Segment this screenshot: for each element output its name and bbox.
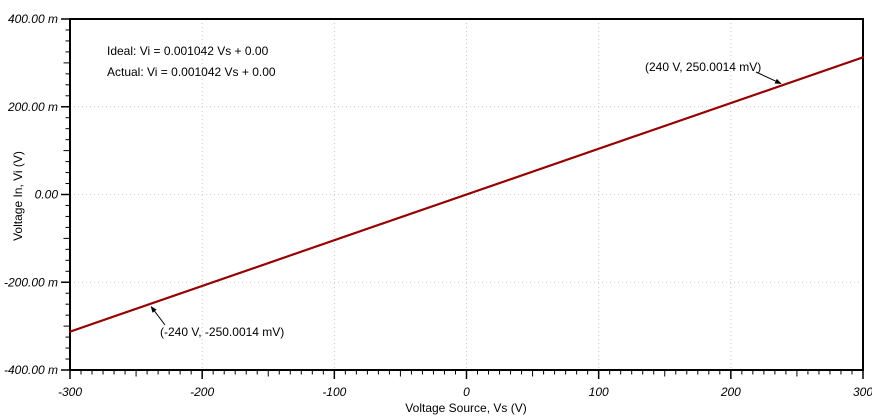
x-tick-label: 300 <box>853 385 872 399</box>
x-tick-label: -300 <box>58 385 82 399</box>
annotation-arrow <box>755 71 782 85</box>
y-axis-title: Voltage In, Vi (V) <box>11 151 25 241</box>
x-axis-title: Voltage Source, Vs (V) <box>405 401 526 415</box>
x-axis-ticks: -300 -200 -100 0 100 200 300 <box>58 371 872 399</box>
y-tick-label: -400.00 m <box>4 363 58 377</box>
ideal-equation-label: Ideal: Vi = 0.001042 Vs + 0.00 <box>107 44 269 58</box>
y-tick-label: -200.00 m <box>4 275 58 289</box>
x-tick-label: 200 <box>720 385 741 399</box>
y-tick-label: 0.00 <box>35 188 59 202</box>
x-tick-label: 0 <box>463 385 470 399</box>
annotation-arrow <box>150 306 166 326</box>
x-tick-label: -200 <box>190 385 214 399</box>
x-tick-label: 100 <box>589 385 609 399</box>
y-axis-ticks: 400.00 m 200.00 m 0.00 -200.00 m -400.00 m <box>4 12 69 377</box>
annotation-negative-point-label: (-240 V, -250.0014 mV) <box>160 325 284 339</box>
actual-equation-label: Actual: Vi = 0.001042 Vs + 0.00 <box>107 65 276 79</box>
y-tick-label: 400.00 m <box>8 12 58 26</box>
y-tick-label: 200.00 m <box>7 100 58 114</box>
plot-area: -300 -200 -100 0 100 200 300 400.00 m 200.00 m 0.… <box>4 12 872 399</box>
plot-border <box>69 18 864 371</box>
trace-actual <box>69 56 864 333</box>
annotation-positive-point-label: (240 V, 250.0014 mV) <box>645 60 761 74</box>
x-tick-label: -100 <box>322 385 346 399</box>
